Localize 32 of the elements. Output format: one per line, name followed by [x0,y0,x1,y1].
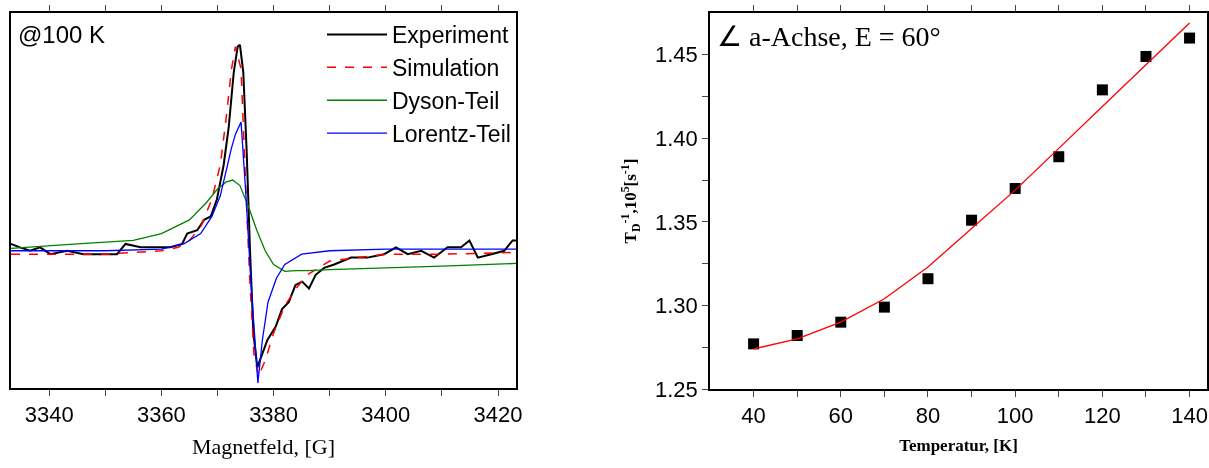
x-tick-label: 60 [828,403,854,429]
x-tick-label: 3420 [473,402,523,428]
x-axis-title: Temperatur, [K] [899,436,1018,456]
y-tick-label: 1.30 [655,293,698,319]
legend-label: Lorentz-Teil [392,121,511,148]
x-axis-title: Magnetfeld, [G] [192,433,335,459]
x-tick-label: 3360 [136,402,186,428]
x-tick-label: 40 [741,403,766,429]
legend-label: Experiment [392,22,509,49]
legend-label: Dyson-Teil [392,88,500,115]
y-tick-label: 1.25 [655,376,698,402]
point [966,214,978,226]
point [748,338,760,350]
y-tick-label: 1.35 [655,209,698,235]
x-tick-label: 3400 [361,402,411,428]
x-tick-label: 3380 [249,402,299,428]
annotation: ∠ a-Achse, E = 60° [717,21,941,52]
point [1053,151,1065,163]
legend-label: Simulation [392,55,500,82]
x-tick-label: 3340 [24,402,74,428]
y-tick-label: 1.45 [655,42,698,68]
y-tick-label: 1.40 [655,126,698,152]
x-tick-label: 100 [996,403,1034,429]
annotation: @100 K [18,21,106,48]
x-tick-label: 80 [915,403,941,429]
point [878,301,890,313]
x-tick-label: 140 [1171,403,1208,429]
point [1140,50,1152,62]
point [1184,32,1196,44]
point [1096,84,1108,96]
x-tick-label: 120 [1084,403,1121,429]
point [922,273,934,285]
